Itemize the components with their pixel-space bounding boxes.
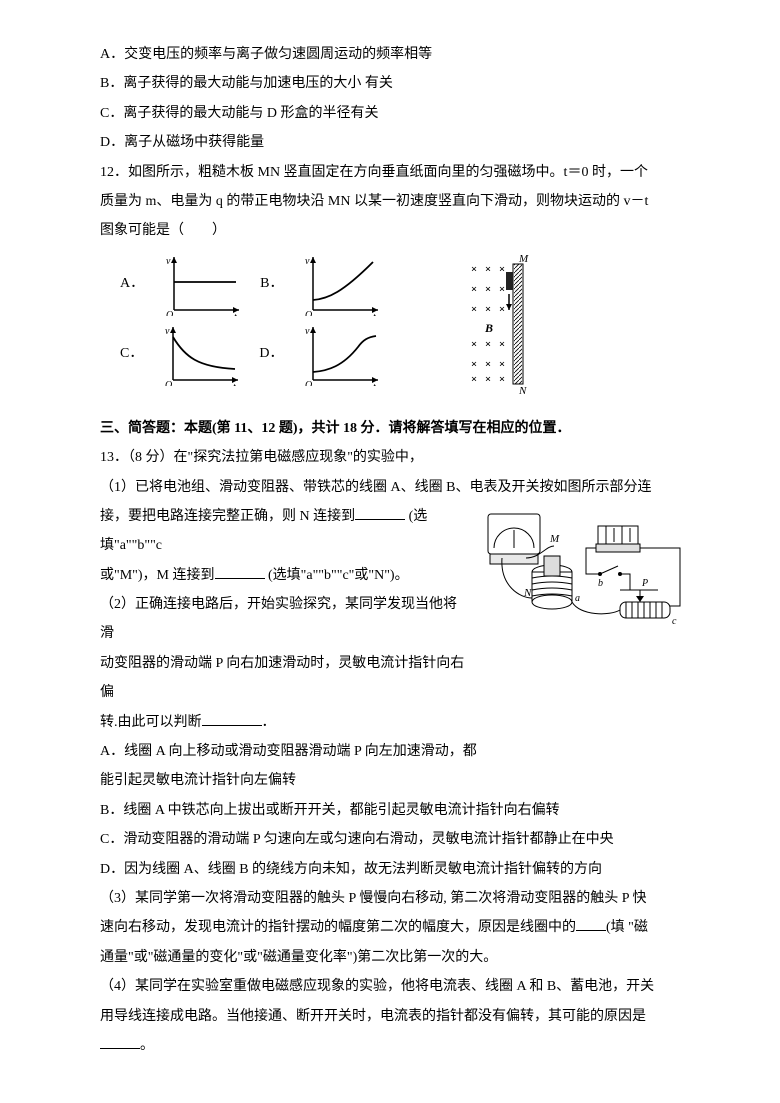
- svg-text:v: v: [305, 256, 310, 267]
- svg-text:P: P: [641, 578, 648, 589]
- svg-text:×: ×: [499, 339, 505, 350]
- svg-text:t: t: [373, 382, 376, 386]
- svg-text:×: ×: [471, 284, 477, 295]
- blank-n[interactable]: [355, 505, 405, 520]
- svg-text:O: O: [305, 380, 312, 386]
- svg-text:×: ×: [471, 374, 477, 385]
- q11-option-d: D．离子从磁场中获得能量: [100, 128, 690, 157]
- blank-m[interactable]: [215, 564, 265, 579]
- q13-opt-a2: 能引起灵敏电流计指针向左偏转: [100, 766, 690, 795]
- q13-p3c: 通量"或"磁通量的变化"或"磁通量变化率")第二次比第一次的大。: [100, 943, 690, 972]
- svg-text:×: ×: [499, 304, 505, 315]
- svg-text:t: t: [233, 382, 236, 386]
- svg-text:O: O: [165, 380, 172, 386]
- q13-p2b: 动变阻器的滑动端 P 向右加速滑动时，灵敏电流计指针向右偏: [100, 649, 690, 708]
- svg-text:M: M: [518, 253, 529, 265]
- q13-p4c-tail: 。: [140, 1038, 154, 1053]
- svg-text:t: t: [373, 312, 376, 316]
- q12-stem-1: 12．如图所示，粗糙木板 MN 竖直固定在方向垂直纸面向里的匀强磁场中。t＝0 …: [100, 158, 690, 187]
- q12-graph-c: v t O: [163, 322, 243, 386]
- svg-text:B: B: [484, 321, 493, 335]
- svg-text:×: ×: [485, 359, 491, 370]
- q13-p1b-a: 接，要把电路连接完整正确，则 N 连接到: [100, 509, 355, 524]
- q12-graph-d: v t O: [303, 322, 383, 386]
- q12-label-d: D．: [259, 339, 283, 368]
- svg-text:×: ×: [471, 304, 477, 315]
- svg-text:×: ×: [485, 284, 491, 295]
- svg-text:t: t: [234, 312, 237, 316]
- svg-text:a: a: [575, 593, 580, 604]
- q13-p2c: 转.由此可以判断 ．: [100, 708, 690, 737]
- q13-opt-b: B．线圈 A 中铁芯向上拔出或断开开关，都能引起灵敏电流计指针向右偏转: [100, 796, 690, 825]
- svg-text:×: ×: [485, 264, 491, 275]
- q11-option-c: C．离子获得的最大动能与 D 形盒的半径有关: [100, 99, 690, 128]
- svg-text:b: b: [598, 578, 603, 589]
- svg-text:×: ×: [471, 359, 477, 370]
- q13-p4b: 用导线连接成电路。当他接通、断开开关时，电流表的指针都没有偏转，其可能的原因是: [100, 1002, 690, 1031]
- q12-stem-3: 图象可能是（ ）: [100, 216, 690, 245]
- svg-text:v: v: [305, 326, 310, 337]
- q12-graph-b: v t O: [303, 252, 383, 316]
- q13-p4c: 。: [100, 1031, 690, 1060]
- svg-text:M: M: [549, 533, 560, 545]
- q13-p2c-b: ．: [262, 715, 276, 730]
- svg-text:×: ×: [485, 374, 491, 385]
- svg-text:×: ×: [485, 304, 491, 315]
- q13-head: 13．（8 分）在"探究法拉第电磁感应现象"的实验中，: [100, 443, 690, 472]
- q13-opt-d: D．因为线圈 A、线圈 B 的绕线方向未知，故无法判断灵敏电流计指针偏转的方向: [100, 855, 690, 884]
- q13-p1a: （1）已将电池组、滑动变阻器、带铁芯的线圈 A、线圈 B、电表及开关按如图所示部…: [100, 473, 690, 502]
- svg-text:v: v: [166, 256, 171, 267]
- q11-option-a: A．交变电压的频率与离子做匀速圆周运动的频率相等: [100, 40, 690, 69]
- q13-p3b-a: 速向右移动，发现电流计的指针摆动的幅度第二次的幅度大，原因是线圈中的: [100, 920, 576, 935]
- svg-text:×: ×: [471, 264, 477, 275]
- svg-text:×: ×: [499, 284, 505, 295]
- svg-text:O: O: [305, 310, 312, 316]
- svg-text:×: ×: [499, 264, 505, 275]
- blank-cause[interactable]: [100, 1034, 140, 1049]
- blank-judge[interactable]: [202, 711, 262, 726]
- q13-p3b-b: (填 "磁: [606, 920, 648, 935]
- q13-opt-c: C．滑动变阻器的滑动端 P 匀速向左或匀速向右滑动，灵敏电流计指针都静止在中央: [100, 825, 690, 854]
- q13-p1c-a: 或"M")，M 连接到: [100, 568, 215, 583]
- svg-text:O: O: [166, 310, 173, 316]
- q13-p3a: （3）某同学第一次将滑动变阻器的触头 P 慢慢向右移动, 第二次将滑动变阻器的触…: [100, 884, 690, 913]
- q12-figure-row: A． v t O B． v t: [120, 252, 690, 402]
- svg-text:N: N: [518, 385, 527, 397]
- svg-text:×: ×: [499, 374, 505, 385]
- q13-p2c-a: 转.由此可以判断: [100, 715, 202, 730]
- q12-label-a: A．: [120, 269, 144, 298]
- blank-reason[interactable]: [576, 916, 606, 931]
- svg-text:×: ×: [499, 359, 505, 370]
- section-3-title: 三、简答题：本题(第 11、12 题)，共计 18 分．请将解答填写在相应的位置…: [100, 414, 690, 443]
- q12-stem-2: 质量为 m、电量为 q 的带正电物块沿 MN 以某一初速度竖直向下滑动，则物块运…: [100, 187, 690, 216]
- q13-opt-a1: A．线圈 A 向上移动或滑动变阻器滑动端 P 向左加速滑动，都: [100, 737, 690, 766]
- q13-p1c-b: (选填"a""b""c"或"N")。: [265, 568, 409, 583]
- svg-text:×: ×: [485, 339, 491, 350]
- q12-label-c: C．: [120, 339, 143, 368]
- q13-p3b: 速向右移动，发现电流计的指针摆动的幅度第二次的幅度大，原因是线圈中的 (填 "磁: [100, 913, 690, 942]
- q13-p4a: （4）某同学在实验室重做电磁感应现象的实验，他将电流表、线圈 A 和 B、蓄电池…: [100, 972, 690, 1001]
- svg-text:c: c: [672, 616, 677, 627]
- svg-text:v: v: [165, 326, 170, 337]
- q12-label-b: B．: [260, 269, 283, 298]
- q11-option-b: B．离子获得的最大动能与加速电压的大小 有关: [100, 69, 690, 98]
- q13-circuit-figure: M N a: [480, 506, 690, 657]
- svg-text:×: ×: [471, 339, 477, 350]
- q12-graph-a: v t O: [164, 252, 244, 316]
- q12-field-diagram: M × × × × × × × × × × × × × × × × × × B N: [463, 252, 533, 402]
